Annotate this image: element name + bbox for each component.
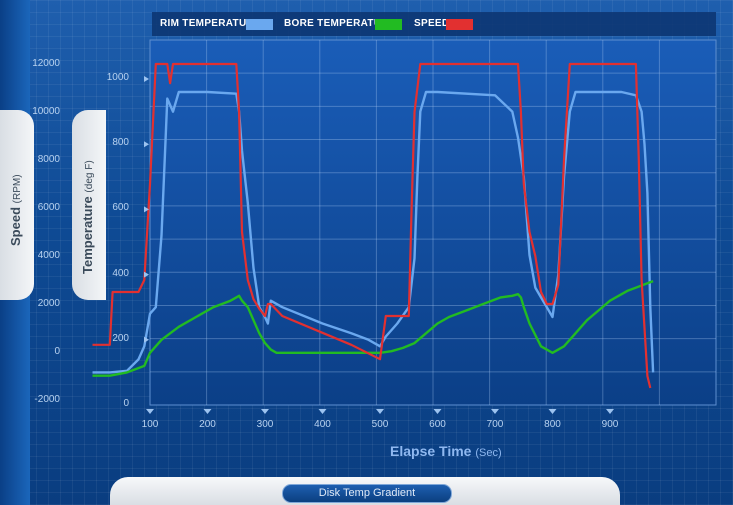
speed-tick-label: 2000: [37, 298, 60, 309]
x-tick-marker: [491, 409, 499, 414]
disk-temp-gradient-button[interactable]: Disk Temp Gradient: [282, 484, 452, 503]
temperature-tick-marker: [144, 76, 149, 82]
legend-rim-label: RIM TEMPERATURE: [160, 18, 261, 29]
x-tick-marker: [261, 409, 269, 414]
temperature-tick-label: 200: [112, 332, 129, 344]
speed-axis-tab: [0, 110, 34, 300]
x-tick-label: 500: [371, 419, 389, 430]
x-tick-label: 700: [486, 419, 504, 430]
temperature-tick-marker: [144, 271, 149, 278]
legend-rim-swatch: [246, 19, 273, 30]
x-tick-marker: [318, 409, 327, 414]
temperature-axis-tab: [72, 110, 106, 300]
x-tick-marker: [433, 409, 442, 414]
legend-bore-swatch: [375, 19, 402, 30]
legend-speed-label: SPEED: [414, 18, 450, 29]
temperature-tick-label: 600: [112, 202, 129, 214]
temperature-tick-marker: [144, 141, 149, 148]
speed-tick-label: 4000: [37, 250, 60, 261]
speed-tick-label: 0: [54, 346, 60, 357]
legend-speed-swatch: [446, 19, 473, 30]
speed-tick-label: 8000: [37, 154, 60, 165]
plot-background: [149, 39, 717, 406]
x-tick-marker: [606, 409, 614, 414]
temperature-tick-label: 1000: [106, 72, 129, 83]
temperature-tick-label: 400: [112, 267, 129, 279]
x-tick-marker: [376, 409, 384, 414]
speed-tick-label: 12000: [32, 58, 60, 69]
x-tick-marker: [146, 409, 154, 414]
x-tick-label: 800: [544, 419, 561, 430]
x-tick-marker: [548, 409, 557, 414]
temperature-tick-label: 0: [123, 398, 129, 409]
x-tick-label: 300: [256, 419, 274, 430]
x-tick-label: 100: [141, 419, 159, 430]
temperature-tick-label: 800: [112, 137, 129, 149]
series-line-speed: [92, 62, 652, 389]
x-tick-label: 600: [429, 419, 446, 430]
x-tick-label: 400: [314, 419, 331, 430]
x-tick-label: 200: [199, 419, 216, 430]
x-axis-title: Elapse Time (Sec): [390, 443, 502, 459]
speed-tick-label: 10000: [32, 106, 60, 117]
legend: RIM TEMPERATURE BORE TEMPERATURE SPEED: [152, 12, 712, 36]
x-tick-label: 900: [601, 419, 619, 430]
legend-bore-label: BORE TEMPERATURE: [284, 18, 396, 29]
temperature-tick-marker: [144, 336, 149, 343]
speed-tick-label: -2000: [34, 394, 60, 405]
temperature-tick-marker: [144, 206, 149, 213]
x-tick-marker: [203, 409, 212, 414]
speed-tick-label: 6000: [37, 202, 60, 213]
series-line-bore-temperature: [92, 279, 654, 377]
